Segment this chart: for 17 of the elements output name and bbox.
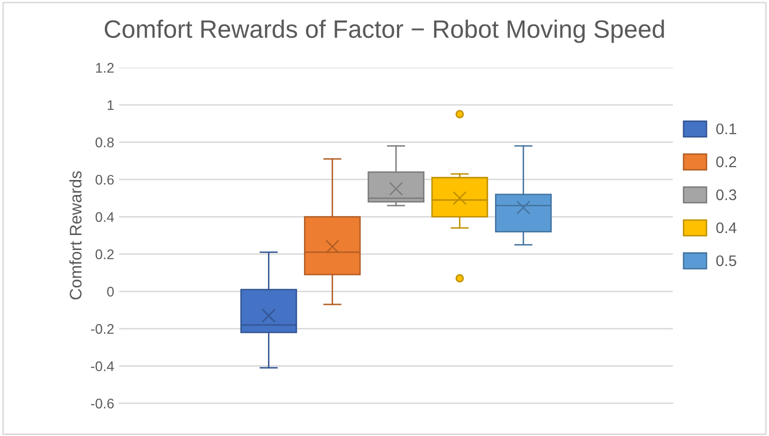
y-tick-label: 0.2 <box>96 249 114 260</box>
y-tick-label: 1 <box>108 100 114 110</box>
y-tick-label: 0.6 <box>96 174 114 185</box>
legend-label: 0.5 <box>716 255 736 266</box>
y-tick-label: 0.4 <box>96 212 114 222</box>
y-tick-label: 1.2 <box>96 62 114 73</box>
y-tick-label: -0.4 <box>91 361 114 372</box>
chart-title: Comfort Rewards of Factor − Robot Moving Speed <box>104 20 664 43</box>
legend-label: 0.1 <box>716 123 736 134</box>
legend-label: 0.4 <box>716 222 736 234</box>
y-tick-label: 0 <box>107 286 114 297</box>
y-tick-label: -0.6 <box>91 398 114 408</box>
legend-label: 0.2 <box>716 156 736 168</box>
legend-label: 0.3 <box>716 189 736 200</box>
y-tick-label: 0.8 <box>96 138 114 148</box>
y-axis-title: Comfort Rewards <box>69 171 82 300</box>
y-tick-label: -0.2 <box>91 324 114 334</box>
